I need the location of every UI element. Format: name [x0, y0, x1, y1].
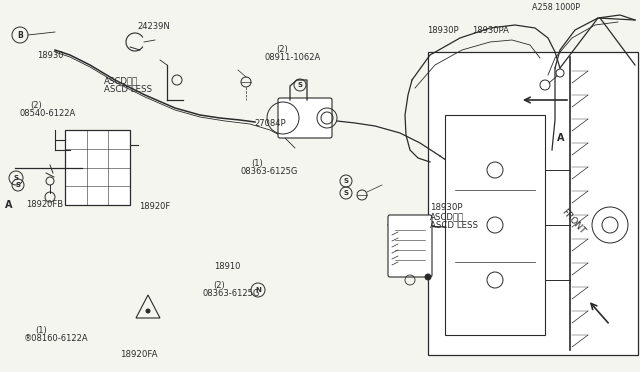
Text: 18930PA: 18930PA [472, 26, 509, 35]
Text: B: B [17, 31, 23, 39]
Bar [428, 52, 638, 355]
Text: 18920FA: 18920FA [120, 350, 158, 359]
Text: S: S [344, 190, 349, 196]
Bar [445, 115, 545, 335]
Text: 18930P: 18930P [430, 203, 463, 212]
Text: S: S [298, 82, 303, 88]
Text: N: N [255, 287, 261, 293]
Text: ASCD LESS: ASCD LESS [430, 221, 478, 230]
Text: ASCD重量: ASCD重量 [104, 76, 138, 85]
Text: (2): (2) [276, 45, 287, 54]
Circle shape [146, 309, 150, 313]
Text: (1): (1) [252, 159, 263, 168]
Text: 18930: 18930 [37, 51, 63, 60]
Text: 18920FB: 18920FB [26, 200, 63, 209]
Text: (1): (1) [35, 326, 47, 335]
FancyBboxPatch shape [278, 98, 332, 138]
Text: A258 1000P: A258 1000P [532, 3, 580, 12]
Text: (2): (2) [30, 101, 42, 110]
Text: 08363-6125G: 08363-6125G [241, 167, 298, 176]
Text: 18930P: 18930P [428, 26, 459, 35]
Text: A: A [5, 201, 13, 210]
Text: S: S [344, 178, 349, 184]
Circle shape [425, 274, 431, 280]
Text: 08911-1062A: 08911-1062A [265, 53, 321, 62]
Text: S: S [15, 182, 20, 188]
Text: S: S [13, 175, 19, 181]
Text: 08363-6125G: 08363-6125G [202, 289, 260, 298]
FancyBboxPatch shape [388, 215, 432, 277]
Text: A: A [557, 133, 564, 142]
Text: ASCD重量: ASCD重量 [430, 212, 465, 221]
Text: 08540-6122A: 08540-6122A [19, 109, 76, 118]
Text: (2): (2) [213, 281, 225, 290]
Bar [65, 130, 130, 205]
Text: 18920F: 18920F [140, 202, 171, 211]
Text: ASCD LESS: ASCD LESS [104, 85, 152, 94]
Text: FRONT: FRONT [560, 207, 587, 236]
Text: ®08160-6122A: ®08160-6122A [24, 334, 89, 343]
Text: 24239N: 24239N [138, 22, 170, 31]
Text: 18910: 18910 [214, 262, 241, 271]
Text: 27084P: 27084P [255, 119, 286, 128]
